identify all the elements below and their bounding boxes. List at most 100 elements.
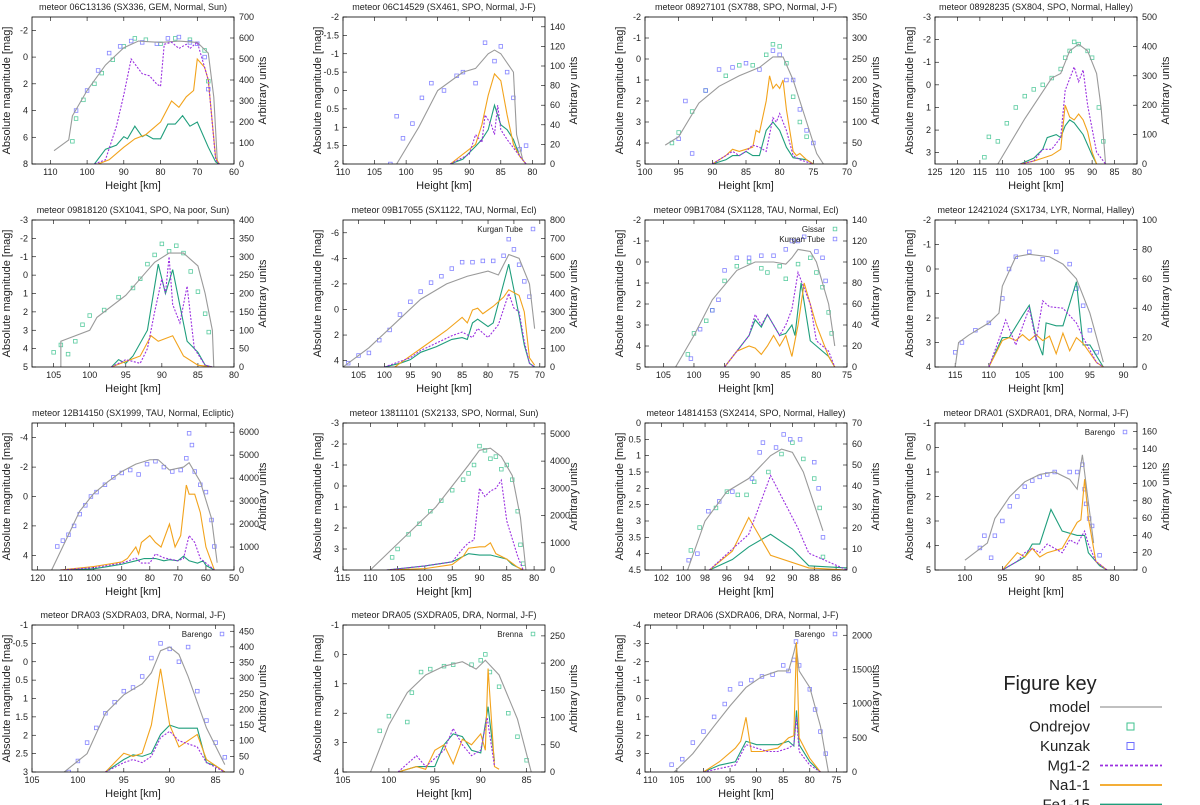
kunzak-point bbox=[812, 459, 817, 465]
panel-legend-label: Gissar bbox=[802, 225, 825, 234]
y2-tick-label: 150 bbox=[239, 720, 254, 730]
y2-tick-label: 4000 bbox=[550, 456, 570, 466]
y-tick-label: 0.5 bbox=[628, 434, 641, 444]
y2-tick-label: 0 bbox=[550, 767, 555, 777]
x-tick-label: 92 bbox=[766, 573, 776, 583]
panel-9: meteor 12B14150 (SX1999, TAU, Normal, Ec… bbox=[1, 408, 269, 598]
x-tick-label: 75 bbox=[831, 775, 841, 785]
x-tick-label: 95 bbox=[725, 775, 735, 785]
y2-tick-label: 100 bbox=[852, 257, 867, 267]
na1-1-line bbox=[394, 289, 536, 367]
plot-area bbox=[343, 236, 536, 367]
panel-legend-marker bbox=[530, 226, 536, 232]
kunzak-point bbox=[1087, 328, 1093, 333]
plot-frame bbox=[342, 422, 546, 571]
kunzak-point bbox=[722, 701, 727, 707]
x-tick-label: 105 bbox=[335, 775, 350, 785]
plot-area bbox=[669, 639, 829, 772]
y-tick-label: 2 bbox=[636, 96, 641, 106]
kunzak-point bbox=[746, 255, 752, 260]
y2-tick-label: 0 bbox=[550, 362, 555, 372]
y2-tick-label: 20 bbox=[550, 139, 560, 149]
mg1-2-line bbox=[450, 105, 527, 164]
y-tick-label: -2 bbox=[633, 657, 641, 667]
kunzak-point bbox=[777, 52, 782, 57]
ondrejov-point bbox=[812, 476, 817, 481]
kunzak-point bbox=[716, 67, 722, 72]
x-tick-label: 115 bbox=[973, 167, 987, 177]
x-tick-label: 95 bbox=[405, 370, 415, 380]
ondrejov-point bbox=[428, 666, 433, 672]
y2-tick-label: 40 bbox=[852, 481, 862, 491]
kunzak-point bbox=[730, 489, 735, 494]
y-tick-label: 0 bbox=[926, 80, 931, 90]
kunzak-point bbox=[1015, 494, 1020, 499]
kunzak-point bbox=[506, 236, 511, 242]
kunzak-point bbox=[60, 538, 66, 543]
y-axis-label: Absolute magnitude [mag] bbox=[614, 230, 626, 358]
mg1-2-line bbox=[988, 299, 1104, 367]
y2-tick-label: 350 bbox=[239, 658, 254, 668]
y2-tick-label: 0 bbox=[239, 159, 244, 169]
y-tick-label: 0 bbox=[636, 418, 641, 428]
ondrejov-point bbox=[73, 116, 79, 121]
kunzak-point bbox=[1074, 469, 1080, 475]
x-tick-label: 85 bbox=[778, 775, 788, 785]
y2-tick-label: 400 bbox=[239, 75, 254, 85]
y2-tick-label: 50 bbox=[852, 460, 862, 470]
mg1-2-line bbox=[724, 270, 836, 367]
kunzak-point bbox=[66, 769, 71, 772]
x-tick-label: 85 bbox=[1072, 573, 1082, 583]
y2-tick-label: 140 bbox=[852, 215, 867, 225]
y-tick-label: 0 bbox=[636, 54, 641, 64]
x-axis-label: Height [km] bbox=[105, 180, 161, 192]
y2-tick-label: 450 bbox=[239, 626, 254, 636]
x-tick-label: 95 bbox=[430, 775, 440, 785]
panel-title: meteor 06C13136 (SX336, GEM, Normal, Sun… bbox=[39, 2, 227, 12]
kunzak-point bbox=[814, 249, 819, 254]
y2-tick-label: 20 bbox=[1142, 333, 1152, 343]
kunzak-point bbox=[492, 58, 497, 64]
y2-tick-label: 100 bbox=[239, 138, 254, 148]
ondrejov-point bbox=[735, 492, 741, 498]
y2-tick-label: 300 bbox=[1142, 71, 1157, 81]
y2-tick-label: 350 bbox=[239, 233, 254, 243]
y-tick-label: 2.5 bbox=[15, 749, 28, 759]
ondrejov-point bbox=[202, 48, 207, 53]
x-tick-label: 85 bbox=[502, 573, 512, 583]
x-tick-label: 90 bbox=[119, 167, 129, 177]
x-tick-label: 90 bbox=[707, 167, 717, 177]
kunzak-point bbox=[165, 36, 171, 41]
panel-title: meteor 06C14529 (SX461, SPO, Normal, J-F… bbox=[352, 2, 536, 12]
x-tick-label: 75 bbox=[509, 370, 519, 380]
y-tick-label: -3 bbox=[923, 12, 931, 22]
kunzak-point bbox=[206, 86, 211, 92]
kunzak-point bbox=[706, 508, 711, 514]
kunzak-point bbox=[690, 740, 696, 745]
kunzak-point bbox=[730, 65, 735, 70]
fe1-15-line bbox=[709, 533, 847, 570]
mg1-2-line bbox=[703, 717, 821, 772]
x-tick-label: 90 bbox=[117, 573, 127, 583]
y2-tick-label: 140 bbox=[1142, 444, 1157, 454]
ondrejov-point bbox=[409, 690, 415, 695]
ondrejov-point bbox=[506, 711, 511, 716]
fe1-15-line bbox=[384, 263, 535, 367]
na1-1-line bbox=[1020, 105, 1098, 164]
kunzak-point bbox=[820, 535, 826, 540]
kunzak-point bbox=[504, 69, 510, 75]
y-tick-label: 1 bbox=[23, 289, 28, 299]
plot-area bbox=[388, 40, 529, 164]
kunzak-point bbox=[669, 762, 674, 767]
y2-tick-label: 70 bbox=[852, 418, 862, 428]
y-axis-label: Absolute magnitude [mag] bbox=[614, 27, 626, 155]
fe1-15-line bbox=[110, 263, 213, 367]
x-tick-label: 100 bbox=[399, 167, 414, 177]
x-tick-label: 120 bbox=[950, 167, 965, 177]
x-tick-label: 85 bbox=[211, 775, 221, 785]
y2-tick-label: 40 bbox=[1142, 530, 1152, 540]
kunzak-point bbox=[701, 729, 706, 734]
kunzak-point bbox=[727, 687, 733, 692]
x-tick-label: 90 bbox=[752, 775, 762, 785]
x-tick-label: 95 bbox=[119, 775, 129, 785]
